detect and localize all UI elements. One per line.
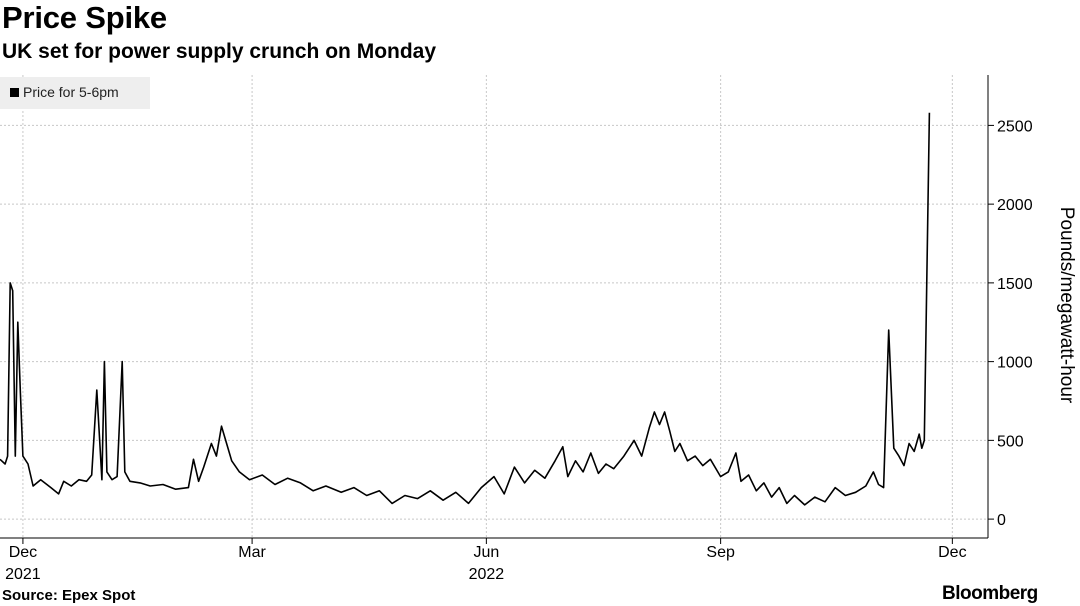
y-tick-label: 2500	[997, 118, 1033, 135]
y-axis-label: Pounds/megawatt-hour	[1056, 206, 1077, 404]
legend-label: Price for 5-6pm	[23, 84, 119, 100]
x-tick-label: Jun	[473, 544, 499, 561]
x-tick-label: Dec	[938, 544, 966, 561]
x-tick-label: Sep	[706, 544, 735, 561]
y-tick-label: 1500	[997, 276, 1033, 293]
x-tick-sublabel: 2022	[469, 566, 505, 583]
axes	[0, 75, 994, 544]
y-tick-label: 2000	[997, 197, 1033, 214]
chart-subtitle: UK set for power supply crunch on Monday	[2, 40, 437, 63]
x-tick-sublabel: 2021	[5, 566, 41, 583]
y-tick-label: 500	[997, 433, 1024, 450]
y-tick-label: 0	[997, 512, 1006, 529]
legend-swatch-icon	[10, 88, 19, 97]
series-line	[0, 112, 931, 506]
x-tick-label: Dec	[9, 544, 37, 561]
legend	[0, 77, 150, 109]
tick-labels: 0 500 1000 1500 2000 2500 Dec 2021 Mar Jun 2022 Sep…	[5, 118, 1033, 583]
source-note: Source: Epex Spot	[2, 587, 136, 604]
y-tick-label: 1000	[997, 355, 1033, 372]
x-tick-label: Mar	[238, 544, 266, 561]
bloomberg-logo: Bloomberg	[942, 583, 1038, 604]
chart-title: Price Spike	[2, 0, 167, 35]
grid-lines	[0, 75, 988, 538]
series-layer	[0, 112, 931, 506]
